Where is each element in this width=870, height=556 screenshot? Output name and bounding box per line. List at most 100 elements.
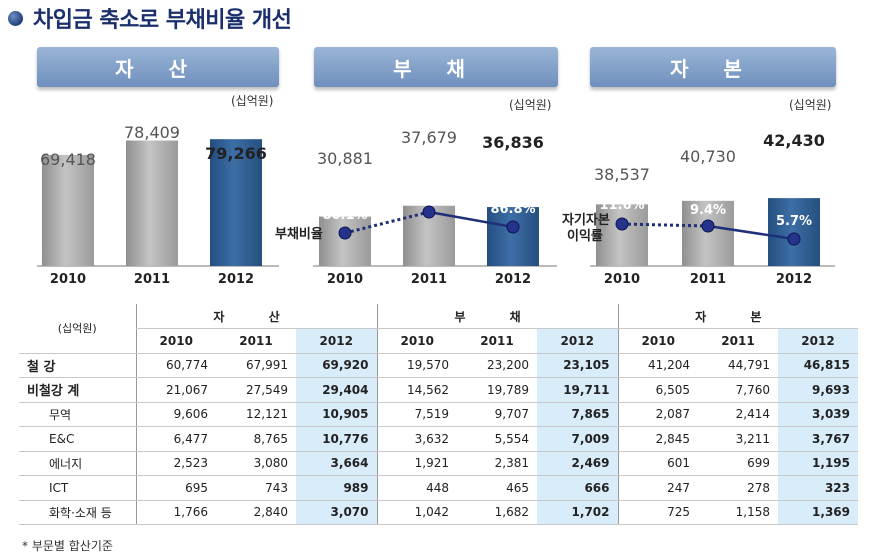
table-cell: 9,707 [457,402,537,427]
group-header-assets: 자 산 [135,304,377,329]
table-cell: 7,519 [376,402,457,427]
table-row: 화학·소재 등 1,766 2,840 3,070 1,042 1,682 1,702 725… [19,500,859,525]
bar [126,140,178,266]
table-row: 비철강 계 21,067 27,549 29,404 14,562 19,789 19,71… [19,377,859,403]
row-label: ICT [19,475,136,501]
table-cell: 2,414 [698,402,778,427]
bar-value-label: 78,409 [124,123,180,142]
year-header: 2010 [617,328,698,354]
ratio-value-label: 11.6% [599,198,644,213]
bar-value-label: 37,679 [401,128,457,147]
table-cell: 19,570 [376,353,457,378]
table-cell: 7,760 [698,377,778,403]
table-cell: 29,404 [296,377,377,403]
x-tick-label: 2011 [134,272,170,287]
table-cell: 23,105 [537,353,618,378]
table-cell: 27,549 [216,377,296,403]
ratio-value-label: 86.8% [490,202,535,217]
table-cell: 7,865 [537,402,618,427]
row-label: 무역 [19,402,136,427]
ratio-point [338,226,352,240]
group-header-equity: 자 본 [617,304,859,329]
table-cell: 3,039 [778,402,859,427]
ratio-line-solid [428,210,514,229]
table-row: 철 강 60,774 67,991 69,920 19,570 23,200 23,105 4… [19,353,859,378]
table-cell: 9,693 [778,377,859,403]
table-cell: 666 [537,475,618,501]
table-cell: 10,905 [296,402,377,427]
table-cell: 2,469 [537,451,618,476]
table-cell: 3,080 [216,451,296,476]
table-cell: 725 [617,500,698,525]
x-tick-label: 2010 [327,272,363,287]
bar-value-label: 79,266 [205,144,267,163]
table-cell: 44,791 [698,353,778,378]
bar [319,216,371,266]
table-cell: 2,087 [617,402,698,427]
table-cell: 1,921 [376,451,457,476]
charts-area: 69,418 2010 78,409 2011 79,266 2012 30,881 2010… [37,123,835,287]
table-cell: 6,477 [135,426,216,452]
table-cell: 19,789 [457,377,537,403]
table-cell: 60,774 [135,353,216,378]
table-row: ICT 695 743 989 448 465 666 247 278 323 [19,475,859,501]
banner-liabilities: 부 채 [314,47,558,87]
table-cell: 1,158 [698,500,778,525]
table-cell: 1,195 [778,451,859,476]
year-header: 2012 [778,328,859,354]
table-cell: 601 [617,451,698,476]
table-row: E&C 6,477 8,765 10,776 3,632 5,554 7,009 2,845 3… [19,426,859,452]
table-cell: 1,766 [135,500,216,525]
table-cell: 1,369 [778,500,859,525]
year-header: 2011 [457,328,537,354]
table-cell: 1,042 [376,500,457,525]
bar [682,200,734,266]
table-cell: 278 [698,475,778,501]
x-tick-label: 2010 [604,272,640,287]
ratio-value-label: 5.7% [776,214,812,229]
banner-assets: 자 산 [37,47,279,87]
row-label: 화학·소재 등 [19,500,136,525]
x-tick-label: 2012 [218,272,254,287]
footnote: * 부문별 합산기준 [22,539,113,553]
table-cell: 6,505 [617,377,698,403]
table-cell: 699 [698,451,778,476]
table-cell: 3,211 [698,426,778,452]
ratio-point [506,220,520,234]
ratio-line-dotted [621,222,709,228]
table-cell: 3,070 [296,500,377,525]
ratio-point [422,205,436,219]
ratio-value-label: 92.5% [406,187,451,202]
group-header-liabilities: 부 채 [376,304,618,329]
table-cell: 9,606 [135,402,216,427]
ratio-series-name: 자기자본 [562,213,610,228]
ratio-series-name: 이익률 [567,228,603,244]
row-label: 철 강 [19,353,136,378]
page-title: 차입금 축소로 부채비율 개선 [33,8,292,33]
table-cell: 21,067 [135,377,216,403]
data-table: (십억원) 자 산 부 채 자 본 2010 2011 2012 2010 2011 20… [19,304,859,525]
row-label: E&C [19,426,136,452]
x-tick-label: 2012 [495,272,531,287]
unit-label-equity: (십억원) [789,98,832,112]
table-cell: 7,009 [537,426,618,452]
ratio-value-label: 9.4% [690,203,726,218]
table-group-header: (십억원) 자 산 부 채 자 본 [19,304,859,354]
table-cell: 743 [216,475,296,501]
table-cell: 67,991 [216,353,296,378]
table-cell: 2,845 [617,426,698,452]
table-cell: 5,554 [457,426,537,452]
table-cell: 2,381 [457,451,537,476]
bar-value-label: 38,537 [594,165,650,184]
unit-label-assets: (십억원) [231,94,274,108]
table-cell: 10,776 [296,426,377,452]
year-header: 2010 [135,328,216,354]
table-cell: 1,682 [457,500,537,525]
table-row: 에너지 2,523 3,080 3,664 1,921 2,381 2,469 601 699 1… [19,451,859,476]
table-cell: 14,562 [376,377,457,403]
table-cell: 247 [617,475,698,501]
x-tick-label: 2010 [50,272,86,287]
ratio-line-solid [707,224,795,241]
table-cell: 2,840 [216,500,296,525]
row-label: 비철강 계 [19,377,136,403]
